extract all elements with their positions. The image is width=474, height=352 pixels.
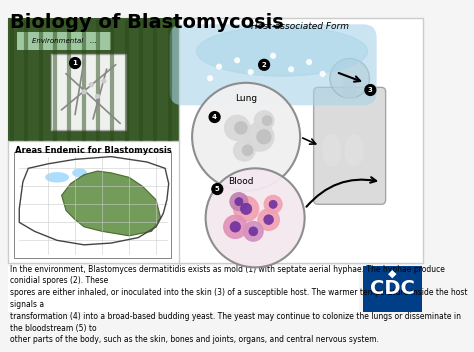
Circle shape (320, 71, 325, 76)
Text: Lung: Lung (235, 94, 257, 103)
FancyBboxPatch shape (18, 32, 111, 50)
Circle shape (248, 69, 253, 75)
FancyBboxPatch shape (343, 76, 356, 99)
Text: CDC: CDC (370, 278, 414, 297)
Circle shape (234, 196, 259, 221)
Circle shape (269, 200, 277, 208)
Ellipse shape (197, 26, 368, 76)
Text: Areas Endemic for Blastomycosis: Areas Endemic for Blastomycosis (15, 146, 172, 155)
Circle shape (235, 58, 240, 63)
FancyBboxPatch shape (314, 87, 386, 205)
Text: 5: 5 (215, 186, 219, 192)
Circle shape (262, 116, 272, 126)
Text: 1: 1 (73, 60, 78, 66)
Ellipse shape (46, 173, 68, 182)
Circle shape (212, 184, 223, 194)
Circle shape (365, 84, 376, 95)
Ellipse shape (73, 169, 86, 176)
Circle shape (95, 94, 100, 99)
Circle shape (209, 112, 220, 122)
FancyBboxPatch shape (363, 265, 422, 312)
Circle shape (192, 83, 300, 191)
Text: Host-associated Form: Host-associated Form (251, 21, 349, 31)
FancyBboxPatch shape (8, 18, 179, 141)
Circle shape (271, 53, 276, 58)
Circle shape (235, 121, 247, 134)
Circle shape (306, 59, 312, 65)
Circle shape (240, 203, 252, 214)
FancyBboxPatch shape (170, 24, 377, 105)
Circle shape (254, 111, 274, 131)
Circle shape (217, 64, 222, 69)
Circle shape (89, 82, 93, 87)
Text: ◆: ◆ (388, 269, 396, 279)
Text: 2: 2 (262, 62, 266, 68)
Ellipse shape (323, 134, 341, 166)
Circle shape (244, 221, 263, 241)
Circle shape (101, 79, 106, 83)
Circle shape (230, 221, 241, 232)
FancyBboxPatch shape (14, 152, 172, 258)
Circle shape (249, 227, 258, 236)
Circle shape (82, 89, 86, 94)
Circle shape (264, 215, 273, 225)
FancyBboxPatch shape (8, 18, 423, 263)
Circle shape (235, 197, 243, 206)
Circle shape (242, 145, 253, 156)
Text: Environmental   ...: Environmental ... (32, 38, 97, 44)
Circle shape (206, 168, 305, 268)
Ellipse shape (345, 134, 363, 166)
Circle shape (257, 130, 271, 144)
Text: 4: 4 (212, 114, 217, 120)
Circle shape (230, 193, 248, 210)
Text: In the environment, Blastomyces dermatitidis exists as mold (1) with septate aer: In the environment, Blastomyces dermatit… (10, 265, 468, 345)
Circle shape (234, 139, 255, 161)
FancyBboxPatch shape (51, 54, 127, 130)
Polygon shape (62, 171, 161, 236)
Circle shape (259, 59, 270, 70)
Circle shape (258, 209, 279, 231)
Circle shape (225, 115, 250, 140)
Circle shape (264, 195, 282, 213)
Text: Biology of Blastomycosis: Biology of Blastomycosis (10, 13, 284, 32)
Text: Blood: Blood (228, 177, 254, 186)
FancyBboxPatch shape (8, 265, 359, 312)
Circle shape (330, 58, 369, 98)
Circle shape (288, 67, 294, 72)
Circle shape (70, 58, 81, 68)
Circle shape (208, 76, 213, 81)
Circle shape (224, 215, 247, 239)
Text: 3: 3 (368, 87, 373, 93)
Circle shape (245, 122, 274, 151)
